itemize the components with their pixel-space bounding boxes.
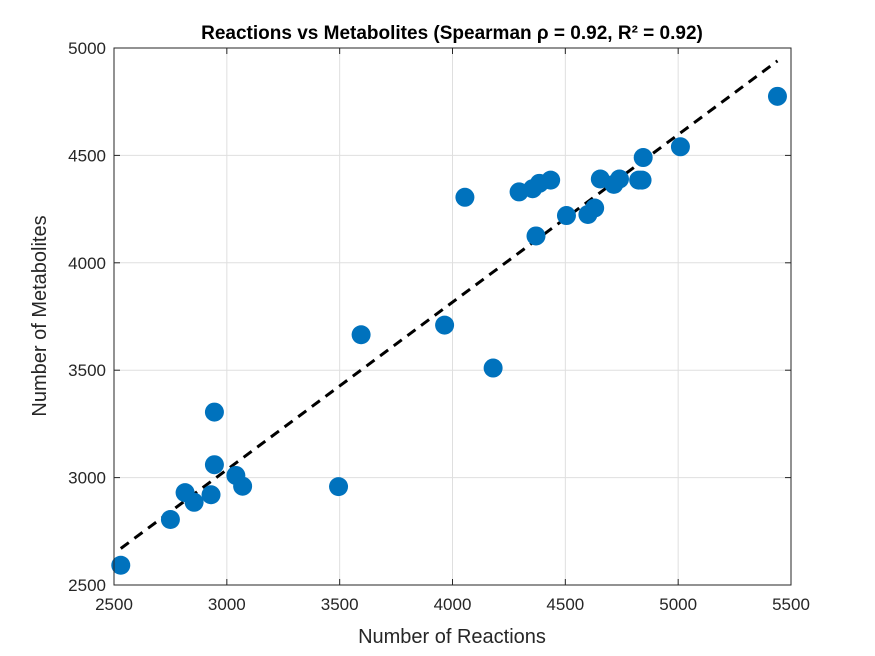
x-tick-label: 4000 [434,595,472,614]
axis-ticks: 2500 3000 3500 4000 4500 5000 5500 2500 3000 3500… [68,39,810,614]
data-point [541,170,561,190]
data-points [111,86,787,575]
data-point [329,477,349,497]
data-point [585,198,605,218]
x-tick-label: 5500 [772,595,810,614]
y-tick-label: 4000 [68,254,106,273]
data-point [184,492,204,512]
data-point [435,315,455,335]
data-point [609,169,629,189]
fit-line-group [119,59,779,550]
data-point [632,170,652,190]
data-point [556,206,576,226]
data-point [633,148,653,168]
x-tick-label: 3000 [208,595,246,614]
x-axis-label: Number of Reactions [358,626,546,648]
data-point [233,476,253,496]
y-axis-label: Number of Metabolites [29,215,51,416]
y-tick-label: 5000 [68,39,106,58]
data-point [201,485,221,505]
data-point [160,509,180,529]
data-point [351,325,371,345]
data-point [111,555,131,575]
y-tick-label: 3500 [68,361,106,380]
y-tick-label: 2500 [68,576,106,595]
data-point [670,137,690,157]
x-tick-label: 2500 [95,595,133,614]
data-point [204,402,224,422]
data-point [767,86,787,106]
fit-line [119,59,779,550]
data-point [526,226,546,246]
data-point [204,455,224,475]
x-tick-label: 4500 [546,595,584,614]
y-tick-label: 3000 [68,469,106,488]
x-tick-label: 5000 [659,595,697,614]
y-tick-label: 4500 [68,146,106,165]
data-point [455,187,475,207]
x-tick-label: 3500 [321,595,359,614]
data-point [483,358,503,378]
chart-title: Reactions vs Metabolites (Spearman ρ = 0… [201,23,703,44]
